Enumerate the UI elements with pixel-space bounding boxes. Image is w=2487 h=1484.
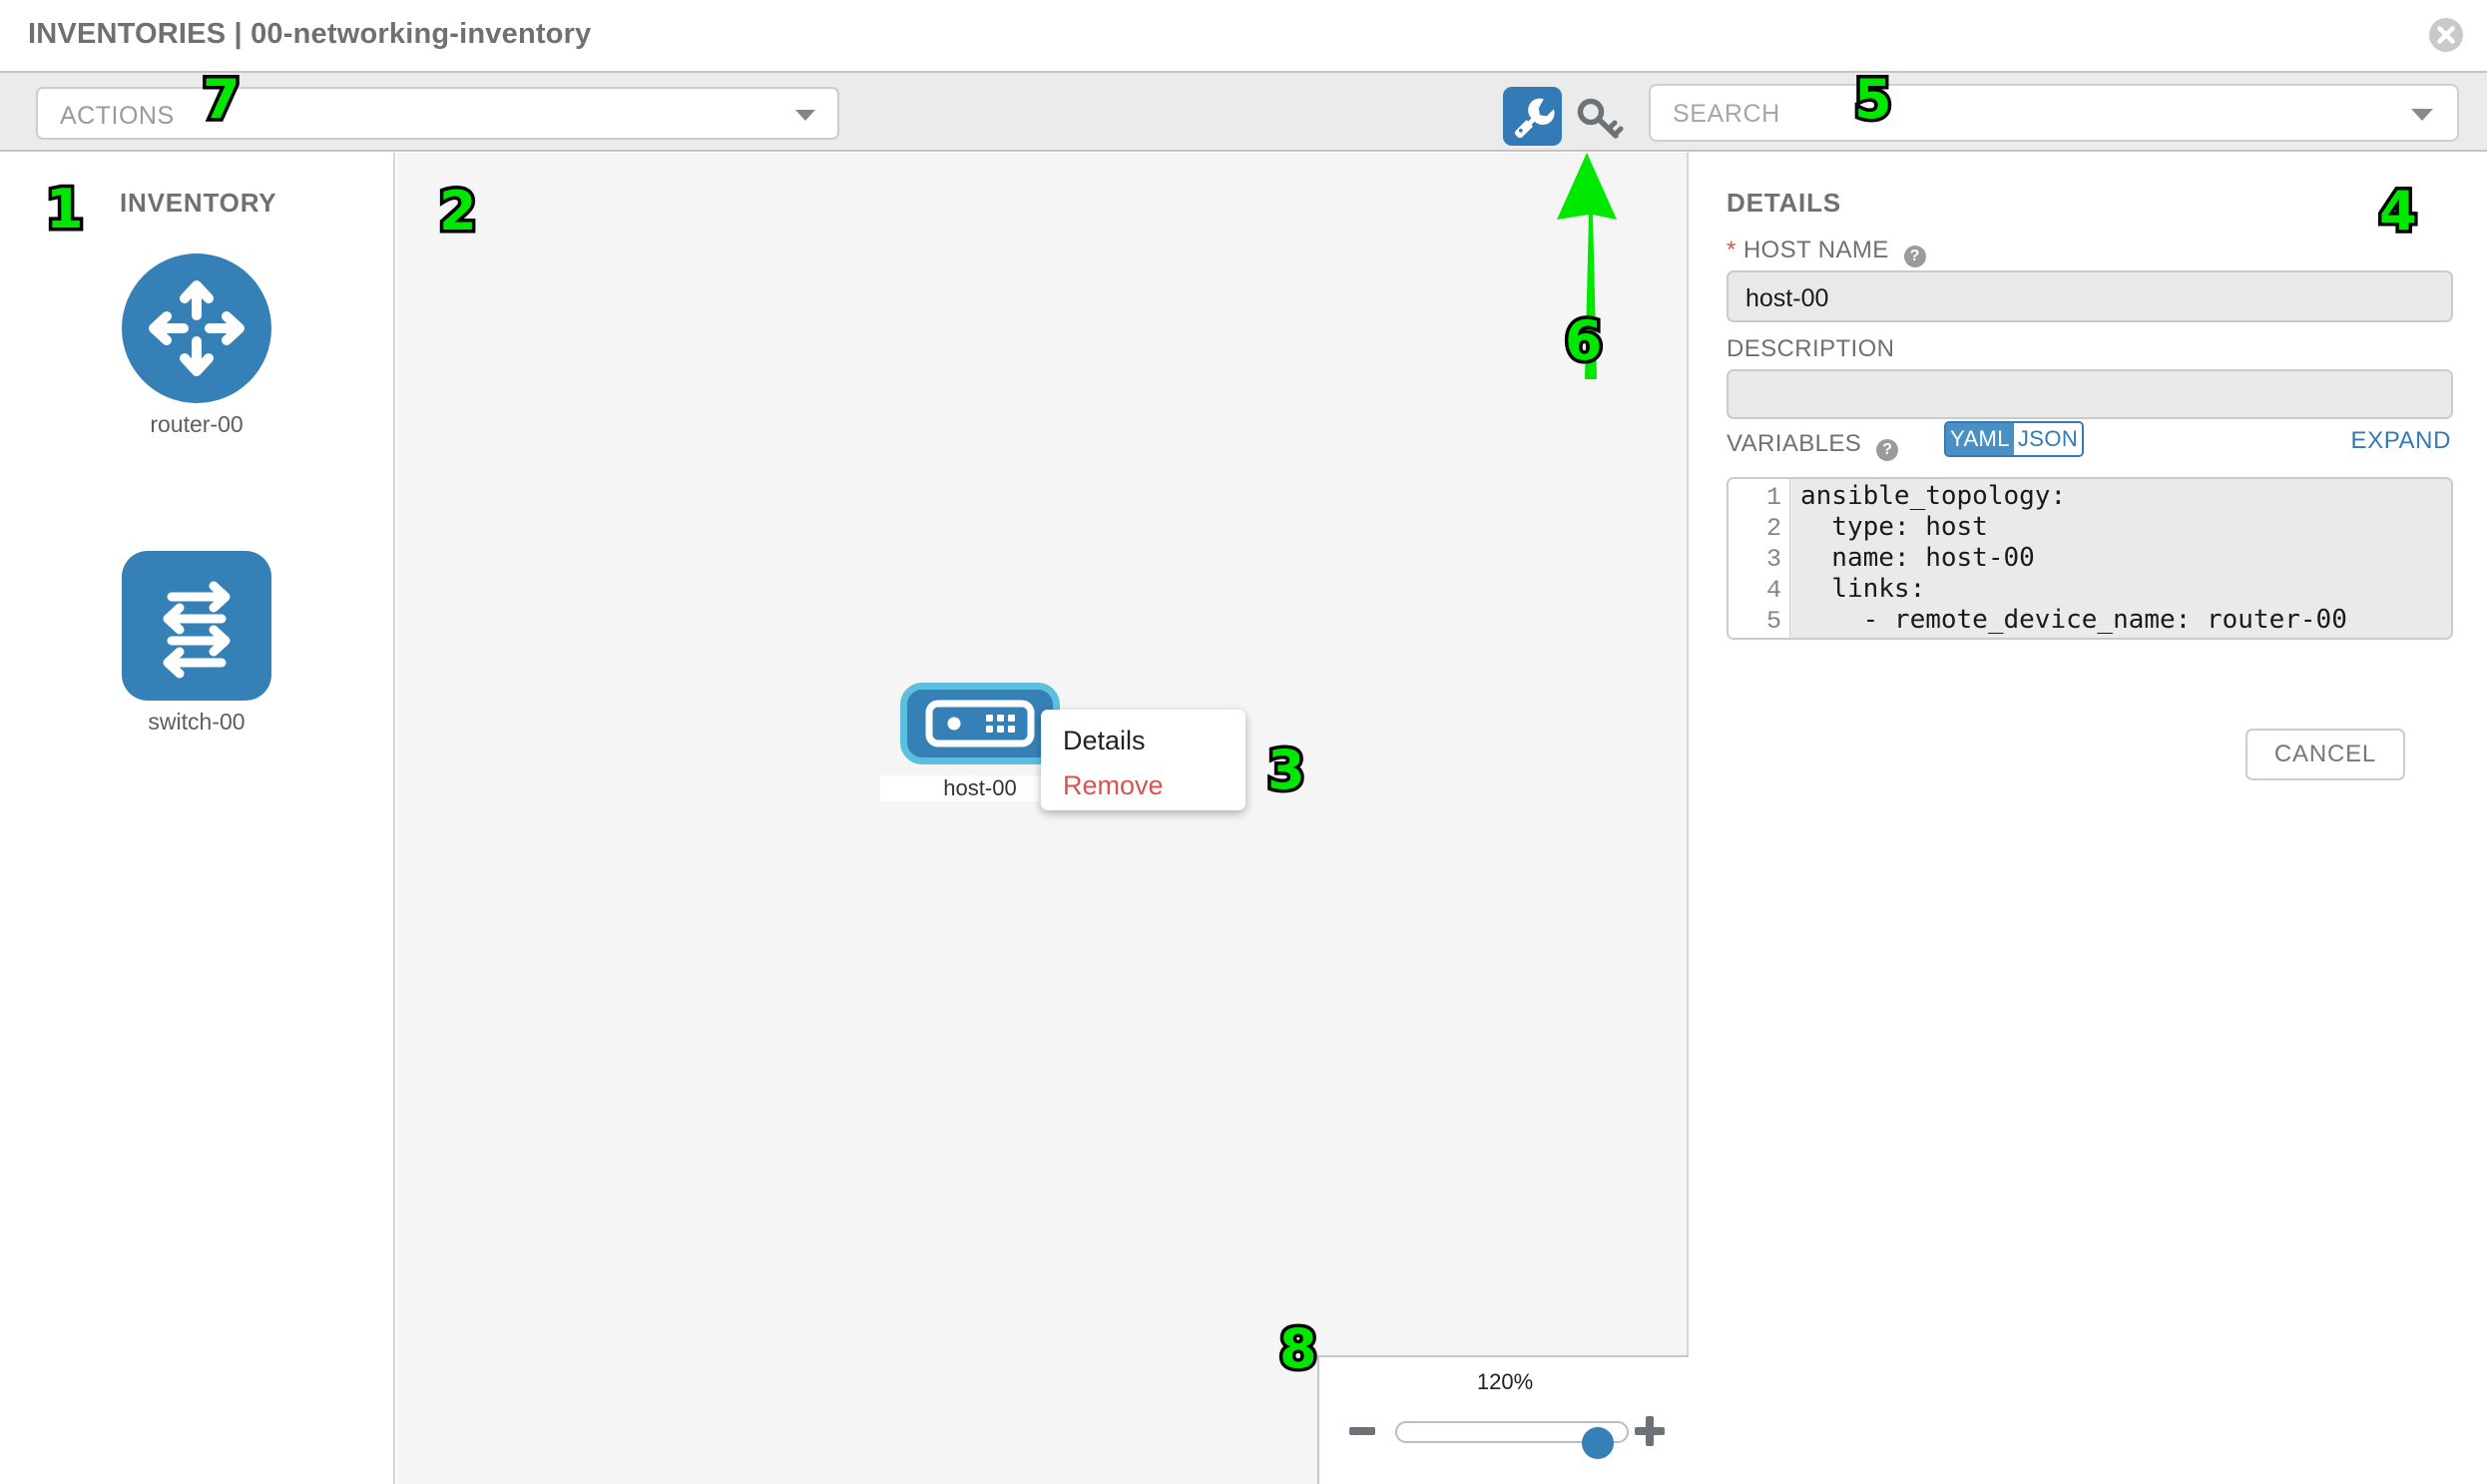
variables-code-editor[interactable]: 1 2 3 4 5 6 7 ansible_topology: type: ho… xyxy=(1727,477,2453,640)
chevron-down-icon xyxy=(795,110,815,121)
topology-canvas[interactable]: host-00 Details Remove xyxy=(397,153,1689,1484)
code-line-number: 2 xyxy=(1765,514,1781,543)
variables-label-text: VARIABLES xyxy=(1727,430,1862,457)
code-line: ansible_topology: xyxy=(1800,481,2067,511)
code-line: - remote_device_name: router-00 xyxy=(1800,605,2347,635)
context-menu-remove[interactable]: Remove xyxy=(1063,770,1164,800)
help-icon[interactable]: ? xyxy=(1903,246,1926,267)
router-icon xyxy=(122,253,271,403)
server-icon xyxy=(925,700,1035,747)
code-line-number: 4 xyxy=(1765,576,1781,605)
inventory-item-label: router-00 xyxy=(150,411,244,437)
code-line-number: 1 xyxy=(1765,483,1781,512)
inventory-heading: INVENTORY xyxy=(120,188,277,218)
variables-format-toggle: YAML JSON xyxy=(1944,421,2084,457)
details-heading: DETAILS xyxy=(1727,188,1841,218)
code-line: name: host-00 xyxy=(1800,543,2035,573)
switch-icon xyxy=(122,551,271,701)
code-gutter: 1 2 3 4 5 6 7 xyxy=(1729,479,1790,638)
code-line: type: host xyxy=(1800,512,1988,542)
zoom-slider-track[interactable] xyxy=(1395,1421,1629,1459)
description-label: DESCRIPTION xyxy=(1727,335,1895,362)
zoom-percent-label: 120% xyxy=(1476,1369,1534,1394)
inventory-item-router[interactable]: router-00 xyxy=(122,253,271,437)
required-marker: * xyxy=(1727,237,1737,263)
host-name-label: * HOST NAME ? xyxy=(1727,237,1926,267)
window-header: INVENTORIES | 00-networking-inventory xyxy=(0,0,2487,71)
variables-label: VARIABLES ? xyxy=(1727,430,1899,461)
host-name-value: host-00 xyxy=(1745,284,1829,312)
code-line-number: 3 xyxy=(1765,545,1781,574)
search-chevron-down-icon[interactable] xyxy=(2411,109,2433,121)
zoom-slider-thumb[interactable] xyxy=(1582,1427,1614,1459)
context-menu-details[interactable]: Details xyxy=(1063,726,1146,755)
host-name-label-text: HOST NAME xyxy=(1742,237,1889,263)
tab-json[interactable]: JSON xyxy=(2014,423,2082,455)
search-input[interactable]: SEARCH xyxy=(1649,84,2459,142)
code-line-number: 5 xyxy=(1765,607,1781,636)
cancel-button[interactable]: CANCEL xyxy=(2245,729,2405,780)
search-placeholder: SEARCH xyxy=(1673,100,1780,128)
expand-link[interactable]: EXPAND xyxy=(2350,427,2451,454)
tab-yaml[interactable]: YAML xyxy=(1946,423,2014,455)
code-line-number: 6 xyxy=(1766,638,1781,640)
canvas-node-host[interactable] xyxy=(900,683,1060,764)
zoom-in-button[interactable] xyxy=(1635,1416,1665,1446)
zoom-control: 120% xyxy=(1317,1355,1689,1484)
zoom-out-button[interactable] xyxy=(1349,1427,1375,1435)
code-line: name: eth0 xyxy=(1800,636,2051,638)
inventory-item-label: switch-00 xyxy=(148,709,246,735)
inventory-item-switch[interactable]: switch-00 xyxy=(122,551,271,735)
help-icon[interactable]: ? xyxy=(1876,439,1899,461)
actions-dropdown[interactable]: ACTIONS xyxy=(36,87,839,140)
context-menu: Details Remove xyxy=(1041,710,1245,810)
code-line: links: xyxy=(1800,574,1926,604)
inventory-panel: INVENTORY router-00 xyxy=(0,153,395,1484)
page-title: INVENTORIES | 00-networking-inventory xyxy=(28,18,592,50)
wrench-button[interactable] xyxy=(1503,87,1562,146)
host-name-field[interactable]: host-00 xyxy=(1727,270,2453,322)
actions-dropdown-label: ACTIONS xyxy=(60,102,175,130)
close-icon[interactable] xyxy=(2427,16,2465,54)
details-panel: DETAILS * HOST NAME ? host-00 DESCRIPTIO… xyxy=(1691,153,2487,1484)
description-field[interactable] xyxy=(1727,369,2453,419)
key-icon[interactable] xyxy=(1575,92,1625,142)
